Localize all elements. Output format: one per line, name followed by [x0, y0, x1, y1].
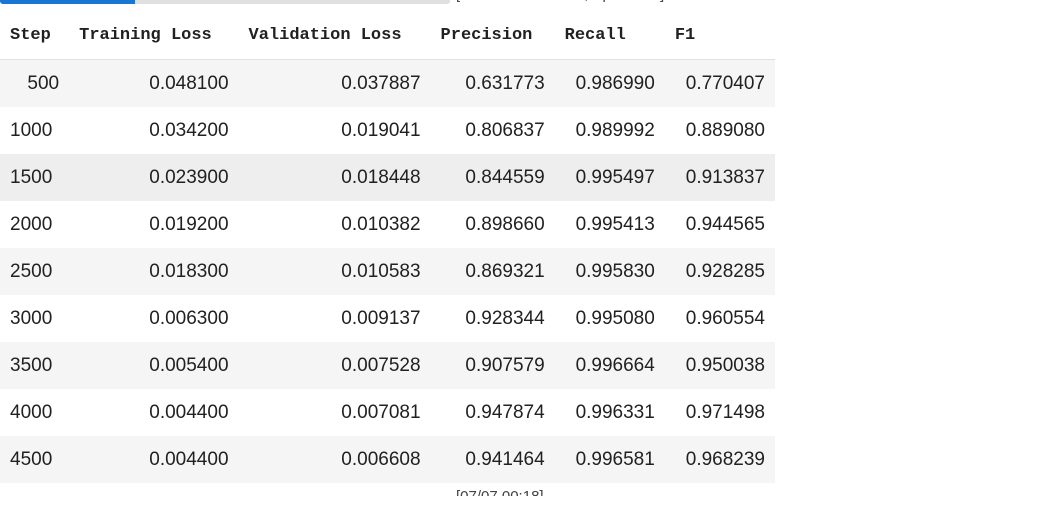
table-cell: 0.037887: [238, 59, 431, 107]
progress-bar: [0, 0, 450, 4]
table-cell-step: 3500: [0, 342, 70, 389]
table-cell-step: 1000: [0, 107, 70, 154]
table-cell: 0.898660: [430, 201, 555, 248]
table-cell: 0.995497: [554, 154, 665, 201]
table-row: 500 0.048100 0.037887 0.631773 0.986990 0.770…: [0, 59, 775, 107]
table-cell: 0.928344: [430, 295, 555, 342]
table-cell: 0.995080: [554, 295, 665, 342]
table-cell: 0.996331: [554, 389, 665, 436]
column-header-precision: Precision: [430, 12, 555, 60]
training-results-table: Step Training Loss Validation Loss Preci…: [0, 12, 775, 483]
table-cell: 0.928285: [664, 248, 775, 295]
table-header-row: Step Training Loss Validation Loss Preci…: [0, 12, 775, 60]
table-cell: 0.971498: [664, 389, 775, 436]
column-header-step: Step: [0, 12, 70, 60]
table-cell-step: 2000: [0, 201, 70, 248]
table-cell: 0.986990: [554, 59, 665, 107]
table-row: 4500 0.004400 0.006608 0.941464 0.996581 0.96…: [0, 436, 775, 483]
table-row: 1000 0.034200 0.019041 0.806837 0.989992 0.88…: [0, 107, 775, 154]
table-cell-step: 2500: [0, 248, 70, 295]
table-cell: 0.009137: [238, 295, 431, 342]
table-cell: 0.005400: [69, 342, 239, 389]
table-row: 3500 0.005400 0.007528 0.907579 0.996664 0.95…: [0, 342, 775, 389]
table-cell: 0.995413: [554, 201, 665, 248]
table-cell: 0.770407: [664, 59, 775, 107]
column-header-training-loss: Training Loss: [69, 12, 239, 60]
table-cell: 0.996664: [554, 342, 665, 389]
table-cell: 0.941464: [430, 436, 555, 483]
table-cell: 0.023900: [69, 154, 239, 201]
table-cell: 0.019041: [238, 107, 431, 154]
table-cell-step: 500: [0, 59, 70, 107]
table-row: 2500 0.018300 0.010583 0.869321 0.995830 0.92…: [0, 248, 775, 295]
progress-status-text: [1500/4995 1:11:05, Epoch 3/3]: [456, 0, 664, 3]
table-cell: 0.913837: [664, 154, 775, 201]
table-cell: 0.907579: [430, 342, 555, 389]
table-cell: 0.995830: [554, 248, 665, 295]
table-cell: 0.018300: [69, 248, 239, 295]
table-cell: 0.010583: [238, 248, 431, 295]
table-cell: 0.007528: [238, 342, 431, 389]
table-cell: 0.844559: [430, 154, 555, 201]
training-progress: [1500/4995 1:11:05, Epoch 3/3]: [0, 0, 1043, 4]
column-header-recall: Recall: [554, 12, 665, 60]
table-cell: 0.034200: [69, 107, 239, 154]
table-cell-step: 4500: [0, 436, 70, 483]
table-cell: 0.889080: [664, 107, 775, 154]
table-cell: 0.950038: [664, 342, 775, 389]
table-cell: 0.996581: [554, 436, 665, 483]
table-cell: 0.944565: [664, 201, 775, 248]
table-cell: 0.048100: [69, 59, 239, 107]
table-cell: 0.004400: [69, 436, 239, 483]
table-cell: 0.968239: [664, 436, 775, 483]
table-cell: 0.989992: [554, 107, 665, 154]
table-cell: 0.004400: [69, 389, 239, 436]
column-header-validation-loss: Validation Loss: [238, 12, 431, 60]
table-cell: 0.806837: [430, 107, 555, 154]
table-row: 1500 0.023900 0.018448 0.844559 0.995497 0.91…: [0, 154, 775, 201]
table-cell: 0.869321: [430, 248, 555, 295]
table-cell: 0.010382: [238, 201, 431, 248]
table-row: 4000 0.004400 0.007081 0.947874 0.996331 0.97…: [0, 389, 775, 436]
table-row: 2000 0.019200 0.010382 0.898660 0.995413 0.94…: [0, 201, 775, 248]
table-cell-step: 4000: [0, 389, 70, 436]
table-cell-step: 3000: [0, 295, 70, 342]
table-cell: 0.631773: [430, 59, 555, 107]
column-header-f1: F1: [664, 12, 775, 60]
progress-bar-fill: [0, 0, 135, 4]
table-row: 3000 0.006300 0.009137 0.928344 0.995080 0.96…: [0, 295, 775, 342]
table-cell: 0.019200: [69, 201, 239, 248]
table-cell: 0.018448: [238, 154, 431, 201]
table-cell: 0.006608: [238, 436, 431, 483]
table-body: 500 0.048100 0.037887 0.631773 0.986990 0.770…: [0, 59, 775, 483]
table-cell: 0.007081: [238, 389, 431, 436]
table-cell: 0.947874: [430, 389, 555, 436]
table-cell-step: 1500: [0, 154, 70, 201]
table-cell: 0.960554: [664, 295, 775, 342]
eval-status-text: [07/07 00:18]: [456, 488, 544, 496]
table-cell: 0.006300: [69, 295, 239, 342]
